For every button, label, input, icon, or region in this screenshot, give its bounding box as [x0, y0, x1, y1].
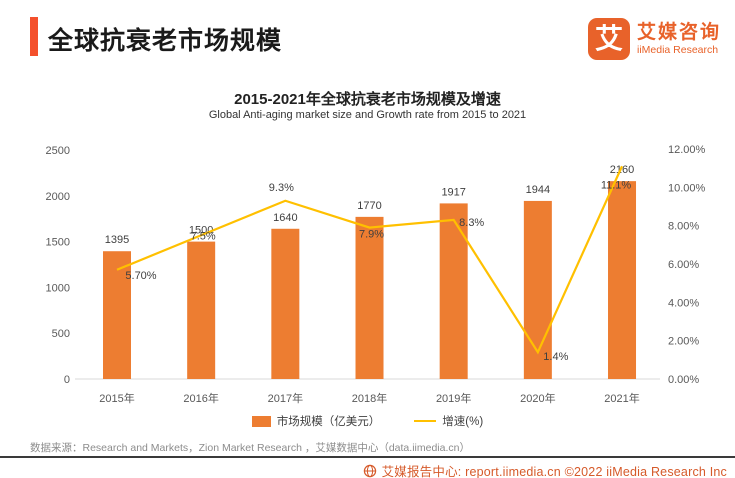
bar-series-swatch-icon [251, 415, 271, 427]
line-series-swatch-icon [414, 420, 437, 422]
bar [187, 241, 216, 379]
line-point-label: 7.5% [191, 230, 216, 242]
bar-value-label: 1944 [526, 184, 550, 196]
right-axis-tick: 0.00% [668, 374, 699, 386]
bottom-divider [0, 456, 735, 458]
legend-label-market-size: 市场规模（亿美元） [276, 416, 381, 428]
line-point-label: 11.1% [601, 179, 632, 191]
left-axis-tick: 1500 [46, 237, 70, 249]
globe-icon [363, 464, 376, 477]
right-axis-tick: 8.00% [668, 221, 699, 233]
line-point-label: 1.4% [543, 351, 568, 363]
left-axis-tick: 1000 [46, 282, 70, 294]
bar-value-label: 1917 [441, 186, 465, 198]
right-axis-tick: 12.00% [668, 144, 706, 156]
page-title: 全球抗衰老市场规模 [48, 27, 283, 55]
logo-glyph: 艾 [594, 23, 623, 54]
logo-company-subname: iiMedia Research [636, 43, 719, 56]
x-axis-label: 2016年 [183, 391, 218, 405]
x-axis-label: 2019年 [436, 391, 471, 405]
x-axis-label: 2021年 [604, 391, 639, 405]
data-source-note: 数据来源：Research and Markets，Zion Market Re… [30, 442, 470, 454]
right-axis-tick: 2.00% [668, 336, 699, 348]
bar [271, 228, 300, 379]
x-axis-label: 2015年 [99, 391, 134, 405]
logo-text: 艾媒咨询 iiMedia Research [637, 22, 721, 56]
legend-label-growth: 增速(%) [442, 416, 484, 428]
title-accent-bar [30, 17, 38, 56]
right-axis-tick: 10.00% [668, 182, 706, 194]
growth-line [116, 165, 624, 355]
bar-value-label: 2160 [610, 164, 634, 176]
legend-item-market-size: 市场规模（亿美元） [251, 413, 381, 429]
legend-item-growth: 增速(%) [414, 413, 483, 429]
left-axis-tick: 2500 [46, 145, 70, 157]
chart-legend: 市场规模（亿美元） 增速(%) [0, 413, 735, 429]
chart-subtitle: Global Anti-aging market size and Growth… [208, 109, 527, 121]
combo-chart: 0 500 1000 1500 2000 2500 0.00% 2.00% 4.00% 6.00%… [46, 144, 706, 405]
logo-company-name: 艾媒咨询 [636, 21, 721, 43]
iimedia-logo-icon: 艾 [587, 18, 630, 60]
x-axis-label: 2018年 [352, 391, 387, 405]
bar [355, 216, 384, 379]
bottom-bar-text: 艾媒报告中心: report.iimedia.cn ©2022 iiMedia … [381, 465, 727, 478]
right-axis-tick: 4.00% [668, 297, 699, 309]
line-point-label: 9.3% [269, 182, 294, 194]
line-point-label: 5.70% [125, 270, 156, 282]
left-axis-tick: 0 [64, 374, 70, 386]
bar-value-label: 1640 [273, 212, 297, 224]
bar [439, 203, 468, 379]
iimedia-logo: 艾 艾媒咨询 iiMedia Research [587, 18, 721, 60]
bar-value-label: 1770 [357, 200, 381, 212]
line-point-label: 8.3% [459, 217, 484, 229]
bar [523, 200, 552, 379]
chart-title: 2015-2021年全球抗衰老市场规模及增速 [234, 91, 501, 108]
bar [103, 251, 131, 379]
left-axis-tick: 2000 [46, 191, 70, 203]
left-axis-tick: 500 [52, 328, 70, 340]
line-point-label: 7.9% [359, 229, 384, 241]
right-axis-tick: 6.00% [668, 259, 699, 271]
bottom-bar: 艾媒报告中心: report.iimedia.cn ©2022 iiMedia … [363, 461, 727, 478]
x-axis-label: 2017年 [268, 391, 303, 405]
bar-value-label: 1395 [105, 234, 129, 246]
x-axis-label: 2020年 [520, 391, 555, 405]
bar [608, 181, 637, 379]
